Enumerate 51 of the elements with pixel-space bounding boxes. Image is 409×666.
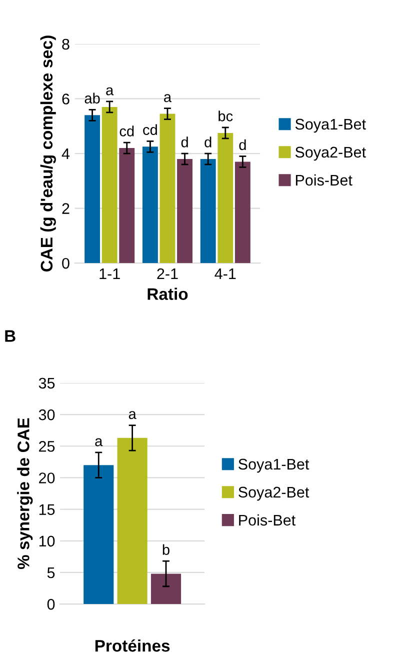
legend-label: Soya1-Bet [238, 458, 310, 473]
y-tick-label: 10 [39, 536, 55, 547]
data-label: cd [120, 126, 134, 136]
y-tick-label: 8 [62, 38, 70, 50]
x-tick-label: 2-1 [157, 268, 178, 280]
data-label: d [204, 136, 212, 148]
data-label: a [164, 94, 172, 102]
data-label: cd [143, 124, 157, 136]
y-tick-label: 4 [62, 148, 70, 160]
legend-label: Pois-Bet [239, 514, 296, 526]
y-tick-label: 30 [38, 409, 55, 420]
x-tick-label: 1-1 [100, 268, 120, 280]
x-axis-title: Ratio [148, 288, 188, 300]
y-axis-title: % synergie de CAE [17, 418, 33, 570]
data-label: a [95, 438, 103, 446]
data-label: d [181, 136, 188, 148]
y-tick-label: 15 [39, 504, 55, 515]
y-tick-label: 2 [62, 203, 70, 214]
y-tick-label: 20 [39, 472, 55, 484]
bar [117, 438, 148, 604]
y-tick-label: 0 [47, 598, 55, 610]
bar [142, 146, 158, 264]
legend-label: Pois-Bet [296, 174, 352, 186]
bar [218, 132, 234, 264]
bar [177, 158, 192, 264]
data-label: a [106, 87, 114, 96]
data-label: ab [84, 92, 100, 104]
y-tick-label: 0 [62, 258, 70, 269]
x-tick-label: 4-1 [214, 268, 236, 280]
data-label: d [239, 139, 246, 150]
y-axis-title: CAE (g d'eau/g complexe sec) [40, 36, 56, 272]
legend-label: Soya2-Bet [238, 486, 310, 501]
bar [119, 148, 135, 264]
data-label: a [128, 411, 136, 420]
bar [150, 574, 182, 604]
bar [160, 114, 176, 264]
y-tick-label: 6 [62, 94, 70, 104]
data-label: b [162, 544, 170, 555]
y-tick-label: 25 [39, 440, 55, 452]
bar [84, 115, 100, 264]
bar [102, 106, 118, 264]
legend-label: Soya2-Bet [295, 146, 366, 161]
y-tick-label: 5 [47, 568, 55, 578]
x-axis-title: Protéines [95, 639, 170, 652]
data-label: bc [218, 110, 233, 122]
bar [234, 162, 250, 264]
bar [84, 465, 114, 604]
bar [200, 158, 216, 264]
y-tick-label: 35 [38, 378, 55, 389]
legend-label: Soya1-Bet [295, 118, 366, 133]
text: B [5, 330, 16, 342]
